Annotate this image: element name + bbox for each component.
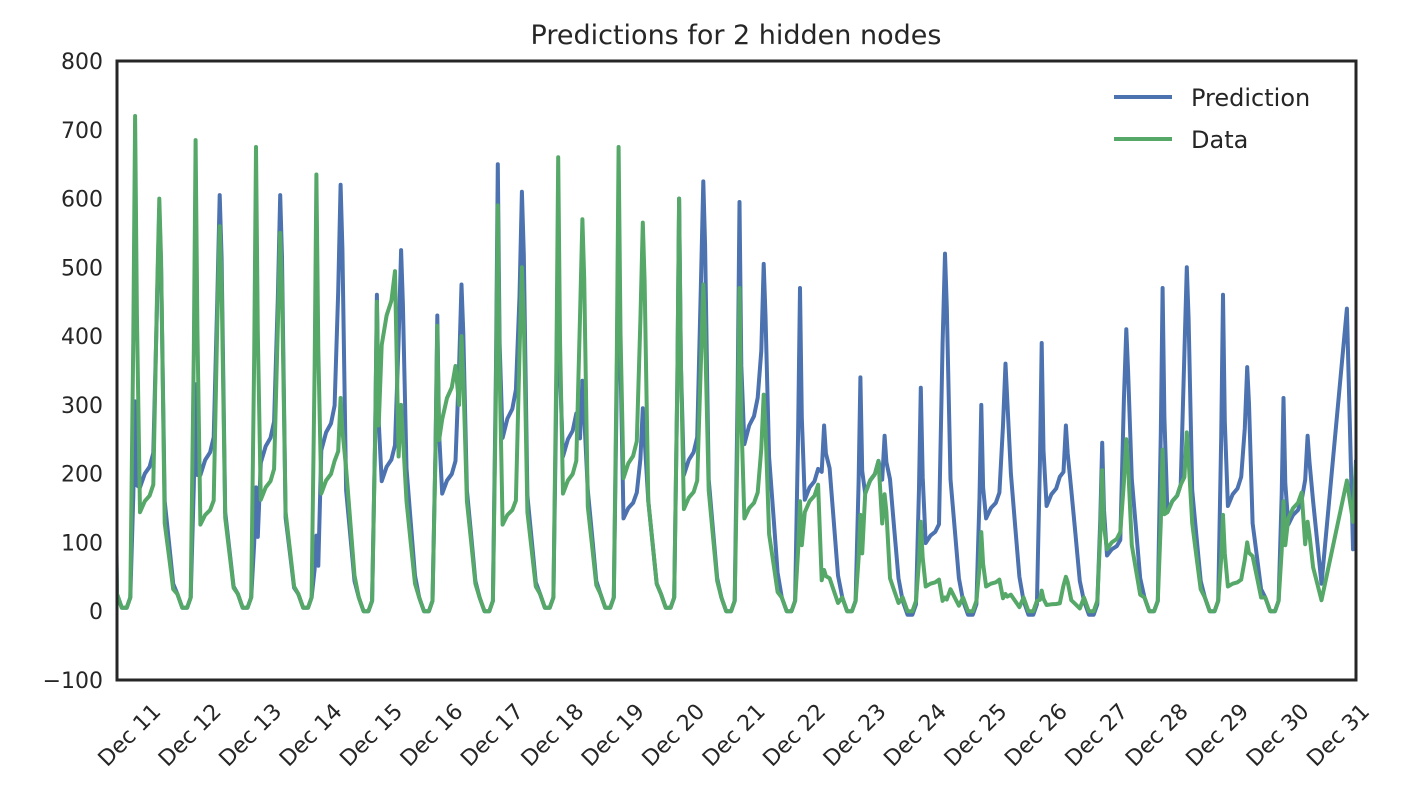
x-tick-label: Dec 16 — [396, 699, 469, 772]
chart-title: Predictions for 2 hidden nodes — [531, 20, 942, 51]
y-tick-label: 400 — [61, 325, 103, 350]
x-tick-label: Dec 24 — [879, 699, 952, 772]
y-tick-label: 300 — [61, 394, 103, 419]
y-tick-label: 800 — [61, 50, 103, 75]
x-tick-label: Dec 31 — [1302, 699, 1375, 772]
x-tick-label: Dec 22 — [759, 699, 832, 772]
x-tick-label: Dec 18 — [517, 699, 590, 772]
x-tick-label: Dec 25 — [940, 699, 1013, 772]
x-tick-label: Dec 14 — [275, 699, 348, 772]
x-tick-label: Dec 28 — [1121, 699, 1194, 772]
series-line-data — [117, 114, 1356, 614]
y-tick-label: 100 — [61, 531, 103, 556]
x-tick-label: Dec 29 — [1182, 699, 1255, 772]
x-tick-label: Dec 13 — [215, 699, 288, 772]
x-tick-label: Dec 11 — [94, 699, 167, 772]
x-tick-label: Dec 17 — [456, 699, 529, 772]
y-tick-label: −100 — [43, 669, 103, 694]
x-tick-label: Dec 19 — [577, 699, 650, 772]
y-tick-label: 200 — [61, 463, 103, 488]
legend-label-data: Data — [1191, 126, 1248, 154]
y-tick-label: 600 — [61, 188, 103, 213]
x-tick-label: Dec 12 — [154, 699, 227, 772]
x-tick-label: Dec 21 — [698, 699, 771, 772]
x-tick-label: Dec 30 — [1242, 699, 1315, 772]
x-tick-label: Dec 27 — [1061, 699, 1134, 772]
plot-frame — [115, 59, 1358, 682]
y-tick-label: 500 — [61, 256, 103, 281]
legend-label-prediction: Prediction — [1191, 84, 1310, 112]
x-tick-label: Dec 15 — [335, 699, 408, 772]
x-tick-label: Dec 26 — [1000, 699, 1073, 772]
x-tick-label: Dec 20 — [638, 699, 711, 772]
plot-area — [117, 114, 1356, 617]
legend: Prediction Data — [1114, 84, 1310, 154]
x-tick-label: Dec 23 — [819, 699, 892, 772]
y-axis-ticks: −100 0 100 200 300 400 500 600 700 800 — [43, 50, 103, 694]
y-tick-label: 700 — [61, 119, 103, 144]
y-tick-label: 0 — [89, 600, 103, 625]
